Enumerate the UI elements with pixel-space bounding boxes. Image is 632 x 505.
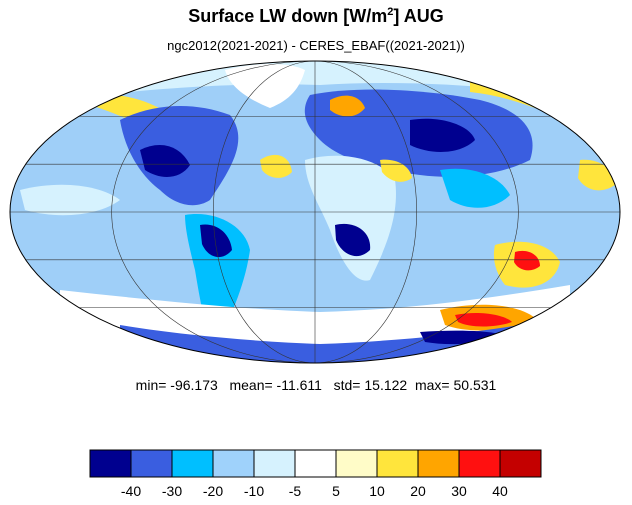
colorbar-swatch	[130, 449, 173, 478]
pacific-east-light	[20, 184, 120, 216]
colorbar-swatch	[171, 449, 214, 478]
stats-max-value: 50.531	[453, 377, 497, 393]
southern-ocean-hot	[455, 312, 512, 327]
stats-line: min= -96.173 mean= -11.611 std= 15.122 m…	[0, 377, 632, 393]
stats-max-label: max=	[414, 377, 450, 393]
colorbar-swatch	[89, 449, 132, 478]
colorbar-tick-label: -40	[121, 483, 141, 499]
stats-std-value: 15.122	[364, 377, 408, 393]
colorbar-swatch	[417, 449, 460, 478]
central-asia-deep	[410, 118, 475, 152]
colorbar-swatch	[253, 449, 296, 478]
colorbar-swatch	[499, 449, 542, 478]
title-main: Surface LW down [W/m	[188, 6, 388, 26]
map-outline	[9, 60, 621, 364]
colorbar-tick-label: -30	[162, 483, 182, 499]
scandinavia-positive	[330, 95, 365, 117]
colorbar-tick-label: -10	[244, 483, 264, 499]
chart-title: Surface LW down [W/m2] AUG	[0, 6, 632, 27]
colorbar-swatch	[212, 449, 255, 478]
colorbar-tick-label: 5	[332, 483, 340, 499]
stats-std-label: std=	[333, 377, 361, 393]
australia-hot	[514, 250, 540, 271]
atlantic-north-positive	[260, 154, 292, 178]
colorbar-tick-label: 10	[369, 483, 385, 499]
colorbar-tick-label: 40	[492, 483, 508, 499]
south-america	[185, 214, 250, 345]
colorbar-tick-label: 30	[451, 483, 467, 499]
stats-min-value: -96.173	[170, 377, 218, 393]
colorbar-swatch	[335, 449, 378, 478]
south-asia	[440, 168, 510, 208]
north-america-deep	[140, 145, 190, 177]
pacific-west-positive	[578, 159, 615, 191]
central-africa-deep	[335, 223, 371, 257]
greenland	[225, 64, 305, 108]
colorbar-tick-label: 20	[410, 483, 426, 499]
chart-subtitle: ngc2012(2021-2021) - CERES_EBAF((2021-20…	[167, 38, 465, 53]
colorbar-tick-label: -20	[203, 483, 223, 499]
stats-mean-label: mean=	[229, 377, 273, 393]
title-superscript: 2	[387, 6, 394, 18]
colorbar-swatch	[376, 449, 419, 478]
title-suffix: ] AUG	[393, 6, 444, 26]
colorbar-tick-label: -5	[289, 483, 302, 499]
stats-min-label: min=	[135, 377, 167, 393]
stats-mean-value: -11.611	[276, 377, 322, 393]
colorbar-swatch	[294, 449, 337, 478]
amazon-deep	[200, 224, 232, 258]
arabia-positive	[380, 159, 412, 182]
colorbar-swatch	[458, 449, 501, 478]
africa	[305, 155, 396, 281]
